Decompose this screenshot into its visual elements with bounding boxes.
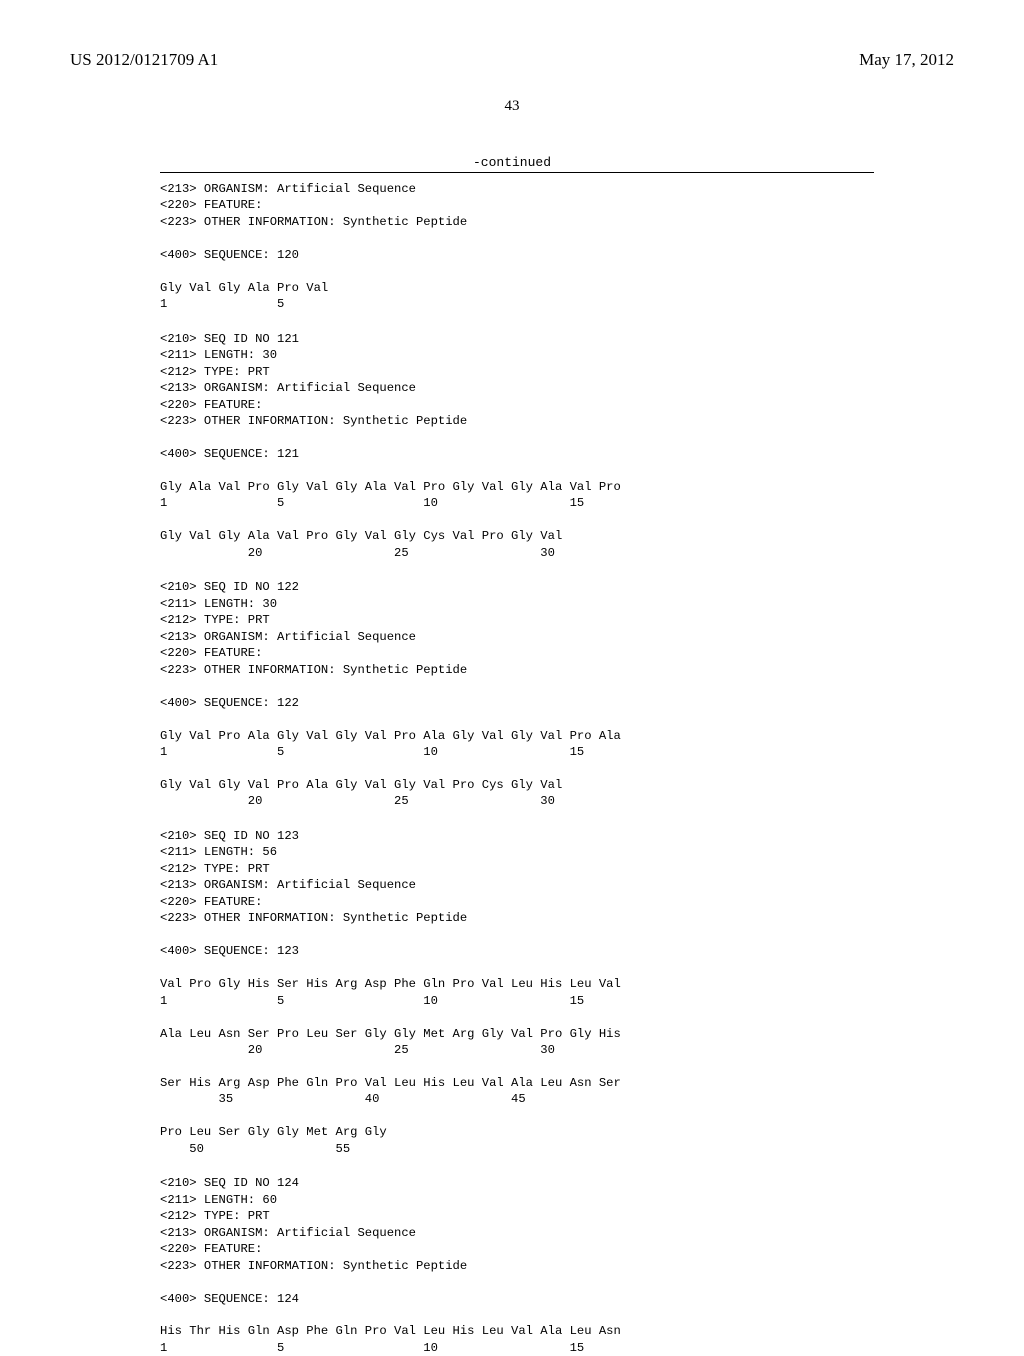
sequence-block: <210> SEQ ID NO 123 <211> LENGTH: 56 <21… (160, 828, 874, 1157)
sequence-block: <213> ORGANISM: Artificial Sequence <220… (160, 181, 874, 313)
sequence-block: <210> SEQ ID NO 121 <211> LENGTH: 30 <21… (160, 331, 874, 562)
sequence-block: <210> SEQ ID NO 122 <211> LENGTH: 30 <21… (160, 579, 874, 810)
page-header: US 2012/0121709 A1 May 17, 2012 (0, 0, 1024, 80)
page-number: 43 (0, 98, 1024, 115)
publication-number: US 2012/0121709 A1 (70, 50, 218, 70)
sequence-listing: <213> ORGANISM: Artificial Sequence <220… (0, 181, 1024, 1356)
sequence-block: <210> SEQ ID NO 124 <211> LENGTH: 60 <21… (160, 1175, 874, 1356)
divider (160, 172, 874, 173)
publication-date: May 17, 2012 (859, 50, 954, 70)
continued-label: -continued (0, 155, 1024, 170)
